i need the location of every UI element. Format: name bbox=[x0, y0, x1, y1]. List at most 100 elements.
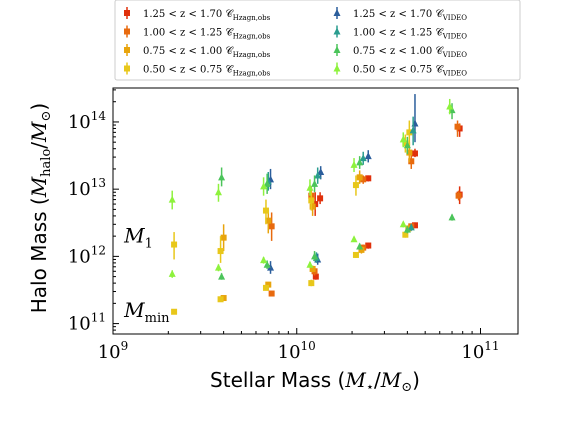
data-point bbox=[317, 195, 324, 202]
legend-marker bbox=[124, 47, 130, 53]
data-point bbox=[171, 308, 178, 315]
legend-entry: 1.25 < z < 1.70 𝒞VIDEO bbox=[333, 7, 467, 22]
legend-marker bbox=[333, 46, 341, 53]
series-6 bbox=[264, 116, 417, 263]
annotation-label: Mmin bbox=[123, 298, 170, 326]
data-point bbox=[262, 207, 269, 214]
x-tick-label: 1011 bbox=[461, 339, 499, 363]
legend-marker bbox=[333, 64, 341, 72]
data-point bbox=[402, 231, 409, 238]
legend-marker bbox=[333, 9, 341, 16]
data-point bbox=[168, 195, 176, 203]
data-point bbox=[399, 135, 407, 143]
data-point bbox=[364, 152, 372, 160]
series-1 bbox=[312, 123, 463, 280]
data-point bbox=[214, 263, 222, 271]
data-point bbox=[214, 188, 222, 196]
data-point bbox=[218, 173, 226, 181]
legend-box bbox=[114, 0, 521, 81]
data-point bbox=[306, 260, 314, 268]
legend-label: 0.75 < z < 1.00 𝒞VIDEO bbox=[353, 46, 467, 59]
legend-entry: 0.50 < z < 0.75 𝒞VIDEO bbox=[333, 62, 467, 78]
data-point bbox=[312, 273, 319, 280]
legend-entry: 1.00 < z < 1.25 𝒞Hzagn,obs bbox=[124, 25, 271, 41]
data-point bbox=[448, 213, 456, 221]
data-point bbox=[352, 182, 359, 189]
data-point bbox=[309, 265, 316, 272]
data-point bbox=[265, 281, 272, 288]
data-point bbox=[262, 284, 269, 291]
legend-label: 0.50 < z < 0.75 𝒞VIDEO bbox=[353, 65, 467, 78]
series-7 bbox=[218, 103, 456, 280]
data-point bbox=[407, 223, 415, 231]
data-point bbox=[411, 222, 418, 229]
data-point bbox=[406, 129, 413, 136]
legend-marker bbox=[124, 28, 130, 35]
data-point bbox=[454, 123, 461, 130]
data-point bbox=[350, 160, 358, 168]
data-point bbox=[356, 242, 364, 250]
series-2 bbox=[268, 120, 462, 297]
data-point bbox=[220, 234, 227, 241]
y-tick-label: 1013 bbox=[68, 176, 106, 200]
series-4 bbox=[171, 120, 413, 315]
data-point bbox=[263, 179, 271, 187]
plot-area bbox=[112, 87, 519, 335]
legend-entry: 0.50 < z < 0.75 𝒞Hzagn,obs bbox=[124, 62, 271, 78]
data-point bbox=[455, 192, 462, 199]
data-point bbox=[409, 126, 417, 134]
data-point bbox=[265, 217, 272, 224]
legend-label: 1.25 < z < 1.70 𝒞Hzagn,obs bbox=[143, 9, 271, 22]
y-tick-label: 1014 bbox=[68, 109, 107, 133]
data-point bbox=[406, 149, 413, 156]
data-point bbox=[352, 251, 359, 258]
data-point bbox=[350, 235, 358, 243]
data-point bbox=[311, 179, 319, 187]
data-point bbox=[446, 102, 454, 110]
legend-label: 0.75 < z < 1.00 𝒞Hzagn,obs bbox=[143, 46, 271, 59]
data-point bbox=[260, 256, 268, 264]
data-point bbox=[267, 263, 275, 271]
legend: 1.25 < z < 1.70 𝒞Hzagn,obs 1.00 < z < 1.2… bbox=[114, 0, 521, 81]
legend-marker bbox=[124, 10, 130, 16]
y-tick-label: 1012 bbox=[68, 243, 106, 267]
data-point bbox=[365, 175, 372, 182]
legend-entry: 0.75 < z < 1.00 𝒞VIDEO bbox=[333, 44, 467, 59]
annotation-label: M1 bbox=[123, 224, 153, 252]
data-point bbox=[411, 150, 418, 157]
data-point bbox=[263, 260, 271, 268]
data-point bbox=[168, 269, 176, 277]
data-point bbox=[268, 290, 275, 297]
data-point bbox=[399, 220, 407, 228]
legend-marker bbox=[333, 27, 341, 35]
data-point bbox=[403, 141, 411, 149]
x-tick-label: 1010 bbox=[278, 339, 316, 363]
data-point bbox=[308, 280, 315, 287]
data-point bbox=[358, 246, 365, 253]
y-axis-label: Halo Mass (Mhalo/M⊙) bbox=[27, 103, 54, 314]
data-point bbox=[217, 296, 224, 303]
data-point bbox=[220, 295, 227, 302]
data-point bbox=[260, 182, 268, 190]
data-point bbox=[171, 241, 178, 248]
data-point bbox=[218, 272, 226, 280]
data-point bbox=[311, 252, 319, 260]
data-point bbox=[359, 154, 367, 162]
data-point bbox=[356, 158, 364, 166]
legend-label: 0.50 < z < 0.75 𝒞Hzagn,obs bbox=[143, 65, 271, 78]
legend-label: 1.00 < z < 1.25 𝒞Hzagn,obs bbox=[143, 28, 271, 41]
data-point bbox=[308, 197, 315, 204]
data-point bbox=[306, 183, 314, 191]
data-point bbox=[314, 171, 322, 179]
data-point bbox=[360, 176, 367, 183]
data-point bbox=[365, 242, 372, 249]
data-point bbox=[403, 225, 411, 233]
legend-marker bbox=[124, 65, 130, 72]
legend-entry: 1.25 < z < 1.70 𝒞Hzagn,obs bbox=[124, 7, 271, 22]
legend-entry: 1.00 < z < 1.25 𝒞VIDEO bbox=[333, 25, 467, 41]
series-8 bbox=[168, 98, 454, 278]
y-tick-label: 1011 bbox=[68, 311, 106, 335]
x-tick-label: 109 bbox=[98, 339, 129, 363]
data-point bbox=[317, 168, 325, 176]
